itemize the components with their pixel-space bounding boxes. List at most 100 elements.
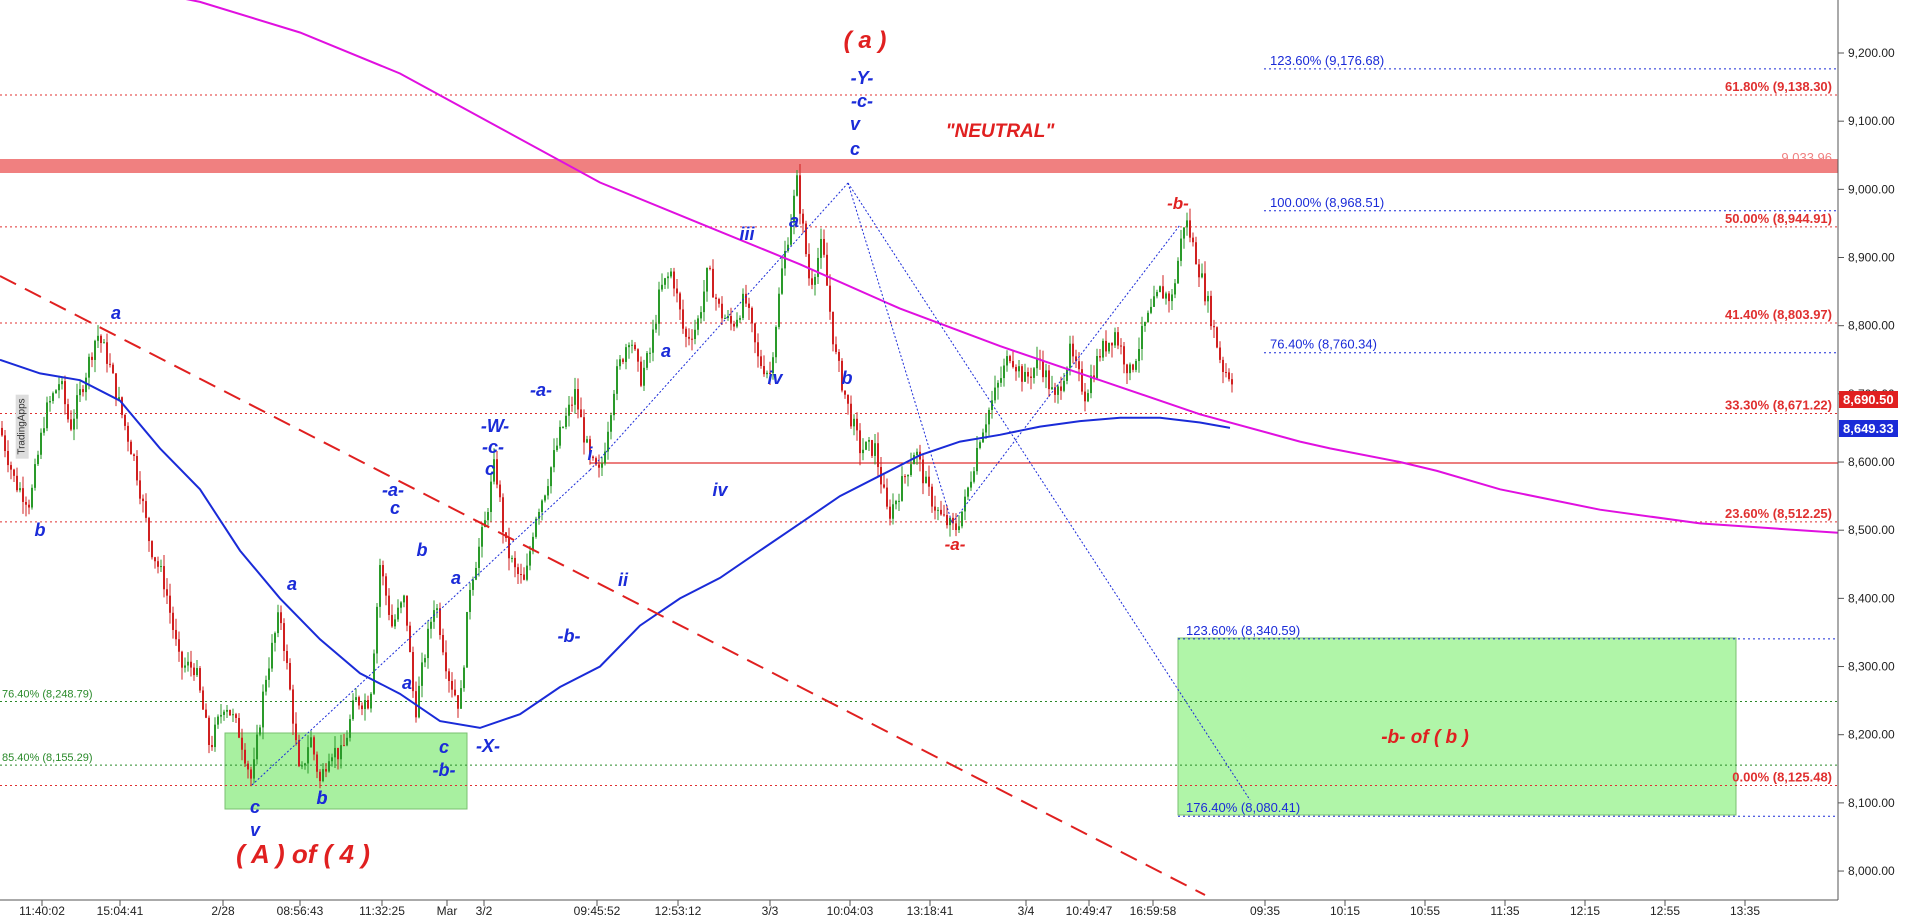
candle-body <box>208 717 210 745</box>
candle-body <box>952 517 954 524</box>
level-label: 123.60% (9,176.68) <box>1270 53 1384 68</box>
candle-body <box>409 625 411 653</box>
candle-body <box>874 443 876 456</box>
blue-wave-label: v <box>850 114 861 134</box>
candle-body <box>568 404 570 416</box>
level-label: 76.40% (8,248.79) <box>2 688 93 700</box>
candle-body <box>283 623 285 651</box>
candle-body <box>1129 364 1131 374</box>
candle-body <box>115 373 117 400</box>
blue-wave-label: v <box>250 820 261 840</box>
candle-body <box>736 319 738 327</box>
level-label: 123.60% (8,340.59) <box>1186 623 1300 638</box>
candle-body <box>271 642 273 669</box>
candle-body <box>607 431 609 452</box>
x-tick-label: 10:15 <box>1330 904 1360 918</box>
candle-body <box>1045 370 1047 378</box>
x-tick-label: 11:40:02 <box>19 904 65 918</box>
candle-body <box>1207 295 1209 302</box>
candle-body <box>502 497 504 533</box>
candle-body <box>253 759 255 779</box>
candle-body <box>142 498 144 502</box>
candle-body <box>547 486 549 496</box>
x-tick-label: 11:32:25 <box>359 904 405 918</box>
candle-body <box>967 487 969 497</box>
wave-annotations-layer: ( a ) "NEUTRAL" -b- -a- -b- of ( b ) ( A ) of… <box>35 27 1469 869</box>
y-tick-label: 8,100.00 <box>1848 796 1895 810</box>
candle-body <box>931 486 933 507</box>
candle-body <box>670 271 672 277</box>
candle-body <box>841 360 843 391</box>
candle-body <box>1123 346 1125 365</box>
candle-body <box>316 754 318 772</box>
x-tick-label: 3/3 <box>762 904 779 918</box>
candle-body <box>1042 360 1044 378</box>
candle-body <box>934 506 936 511</box>
candle-body <box>778 293 780 328</box>
blue-wave-label: -c- <box>482 437 504 457</box>
candle-body <box>655 323 657 330</box>
candle-body <box>226 709 228 712</box>
candle-body <box>166 589 168 596</box>
blue-wave-label: b <box>417 540 428 560</box>
candle-body <box>1156 292 1158 297</box>
candle-body <box>583 417 585 443</box>
candle-body <box>859 430 861 454</box>
candle-body <box>619 359 621 367</box>
x-tick-label: Mar <box>437 904 458 918</box>
red-wave-label: ( A ) of ( 4 ) <box>236 839 370 869</box>
blue-wave-label: iv <box>767 368 783 388</box>
candle-body <box>574 389 576 405</box>
candle-body <box>499 484 501 498</box>
candle-body <box>577 389 579 410</box>
candle-body <box>148 517 150 542</box>
candle-body <box>73 418 75 430</box>
candle-body <box>1093 375 1095 379</box>
candle-body <box>49 400 51 403</box>
candle-body <box>832 311 834 345</box>
candle-body <box>1126 364 1128 374</box>
candle-body <box>634 344 636 350</box>
candle-body <box>985 424 987 433</box>
candle-body <box>151 541 153 558</box>
candle-body <box>538 511 540 519</box>
level-label: 0.00% (8,125.48) <box>1732 770 1832 785</box>
candle-body <box>193 667 195 676</box>
blue-wave-label: -c- <box>851 91 873 111</box>
candle-body <box>691 338 693 340</box>
candle-body <box>58 384 60 391</box>
candle-body <box>301 765 303 767</box>
candle-body <box>1057 386 1059 395</box>
candle-body <box>1168 293 1170 302</box>
candle-body <box>685 328 687 337</box>
x-tick-label: 10:55 <box>1410 904 1440 918</box>
candle-body <box>727 316 729 318</box>
x-tick-label: 11:35 <box>1490 904 1519 918</box>
candle-body <box>976 447 978 472</box>
candle-body <box>748 303 750 308</box>
candle-body <box>883 484 885 488</box>
candle-body <box>1189 220 1191 238</box>
candle-body <box>205 709 207 718</box>
candle-body <box>280 612 282 624</box>
candle-body <box>1087 393 1089 402</box>
candle-body <box>865 441 867 450</box>
candle-body <box>19 488 21 491</box>
y-tick-label: 9,200.00 <box>1848 46 1895 60</box>
candle-body <box>697 318 699 330</box>
candle-body <box>1132 364 1134 370</box>
blue-wave-label: b <box>842 368 853 388</box>
candle-body <box>1225 371 1227 373</box>
candle-body <box>973 471 975 482</box>
x-tick-label: 2/28 <box>211 904 235 918</box>
candle-body <box>7 451 9 466</box>
candle-body <box>1114 332 1116 346</box>
candle-body <box>970 481 972 488</box>
candle-body <box>70 419 72 430</box>
candle-body <box>991 400 993 410</box>
x-tick-label: 3/2 <box>476 904 493 918</box>
candle-body <box>145 501 147 518</box>
candle-body <box>1180 238 1182 261</box>
candle-body <box>31 487 33 508</box>
